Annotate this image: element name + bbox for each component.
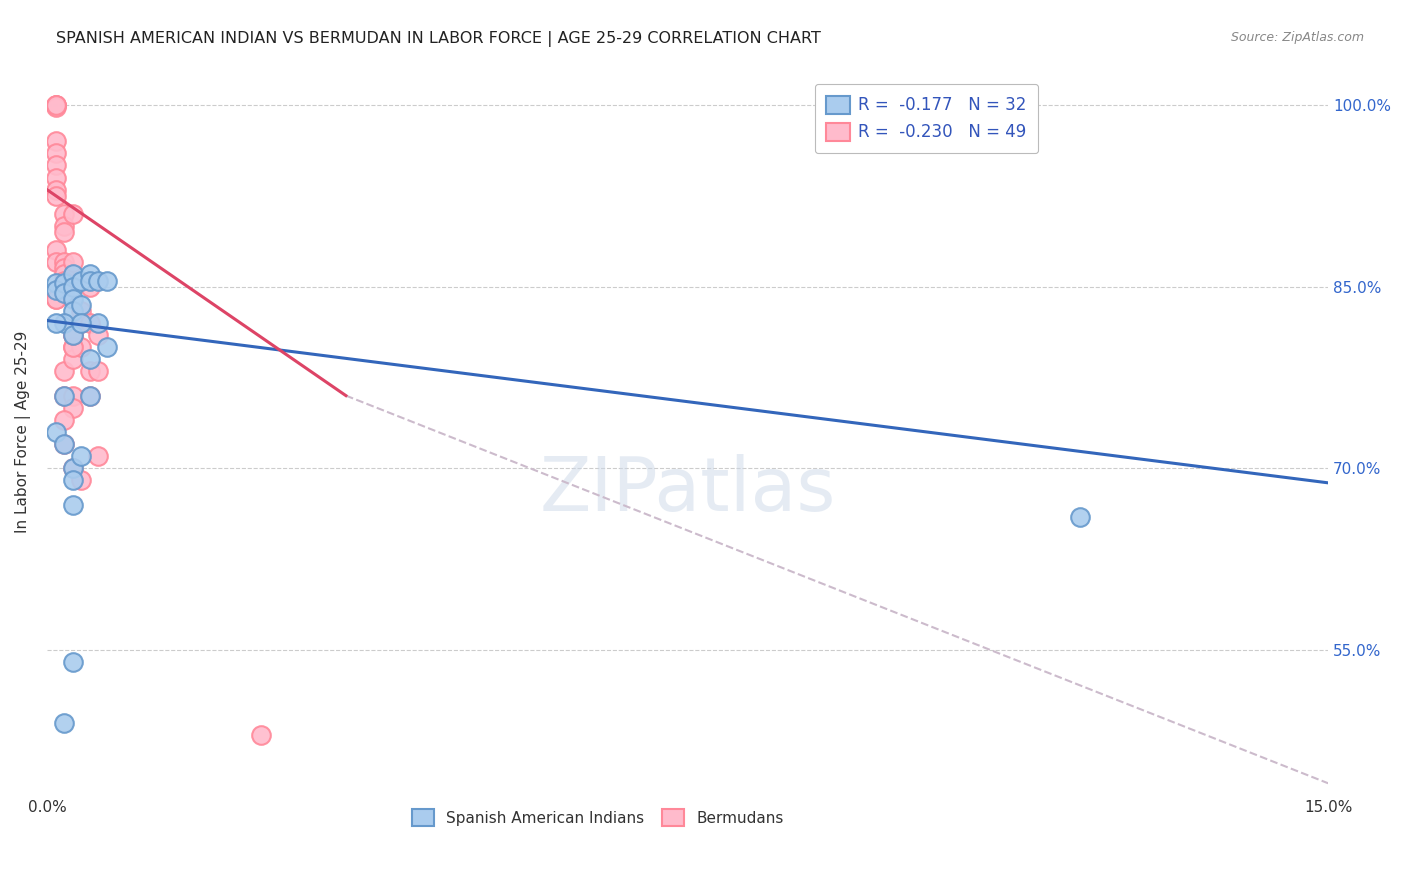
Point (70, 449, 93, 463)
Point (53, 389, 76, 403)
Point (62, 328, 84, 343)
Point (87, 273, 110, 287)
Point (62, 279, 84, 293)
Point (70, 298, 93, 312)
Point (44, 146, 66, 161)
Point (70, 340, 93, 354)
Point (62, 474, 84, 488)
Point (53, 437, 76, 451)
Point (79, 316, 101, 330)
Text: ZIPatlas: ZIPatlas (540, 454, 835, 526)
Point (44, 188, 66, 202)
Point (53, 285, 76, 300)
Point (87, 316, 110, 330)
Point (44, 276, 66, 290)
Point (53, 364, 76, 378)
Point (79, 364, 101, 378)
Point (70, 474, 93, 488)
Point (44, 244, 66, 258)
Point (44, 183, 66, 197)
Point (44, 255, 66, 269)
Point (53, 273, 76, 287)
Point (44, 292, 66, 306)
Point (87, 364, 110, 378)
Point (53, 255, 76, 269)
Point (62, 207, 84, 221)
Point (62, 389, 84, 403)
Point (44, 292, 66, 306)
Point (44, 134, 66, 148)
Point (53, 219, 76, 233)
Point (62, 340, 84, 354)
Point (44, 425, 66, 439)
Point (53, 207, 76, 221)
Point (53, 389, 76, 403)
Text: SPANISH AMERICAN INDIAN VS BERMUDAN IN LABOR FORCE | AGE 25-29 CORRELATION CHART: SPANISH AMERICAN INDIAN VS BERMUDAN IN L… (56, 31, 821, 47)
Point (53, 715, 76, 730)
Point (62, 303, 84, 318)
Point (62, 268, 84, 282)
Point (44, 170, 66, 185)
Point (44, 158, 66, 172)
Point (79, 273, 101, 287)
Point (53, 285, 76, 300)
Point (53, 437, 76, 451)
Point (79, 352, 101, 367)
Point (53, 279, 76, 293)
Point (79, 389, 101, 403)
Point (96, 340, 118, 354)
Point (62, 461, 84, 475)
Point (96, 273, 118, 287)
Point (62, 328, 84, 343)
Text: Source: ZipAtlas.com: Source: ZipAtlas.com (1230, 31, 1364, 45)
Point (53, 276, 76, 290)
Point (62, 292, 84, 306)
Point (249, 728, 271, 742)
Point (79, 279, 101, 293)
Point (44, 283, 66, 297)
Point (70, 316, 93, 330)
Point (62, 255, 84, 269)
Point (79, 268, 101, 282)
Point (53, 261, 76, 276)
Point (70, 316, 93, 330)
Y-axis label: In Labor Force | Age 25-29: In Labor Force | Age 25-29 (15, 331, 31, 533)
Point (62, 340, 84, 354)
Point (44, 98, 66, 112)
Point (44, 100, 66, 114)
Point (62, 328, 84, 343)
Point (53, 413, 76, 427)
Point (62, 655, 84, 669)
Point (70, 273, 93, 287)
Point (79, 389, 101, 403)
Legend: Spanish American Indians, Bermudans: Spanish American Indians, Bermudans (404, 800, 793, 835)
Point (70, 303, 93, 318)
Point (53, 268, 76, 282)
Point (53, 225, 76, 239)
Point (87, 449, 110, 463)
Point (62, 498, 84, 512)
Point (62, 401, 84, 415)
Point (44, 98, 66, 112)
Point (62, 352, 84, 367)
Point (1069, 509, 1091, 524)
Point (53, 316, 76, 330)
Point (87, 328, 110, 343)
Point (44, 98, 66, 112)
Point (44, 316, 66, 330)
Point (62, 461, 84, 475)
